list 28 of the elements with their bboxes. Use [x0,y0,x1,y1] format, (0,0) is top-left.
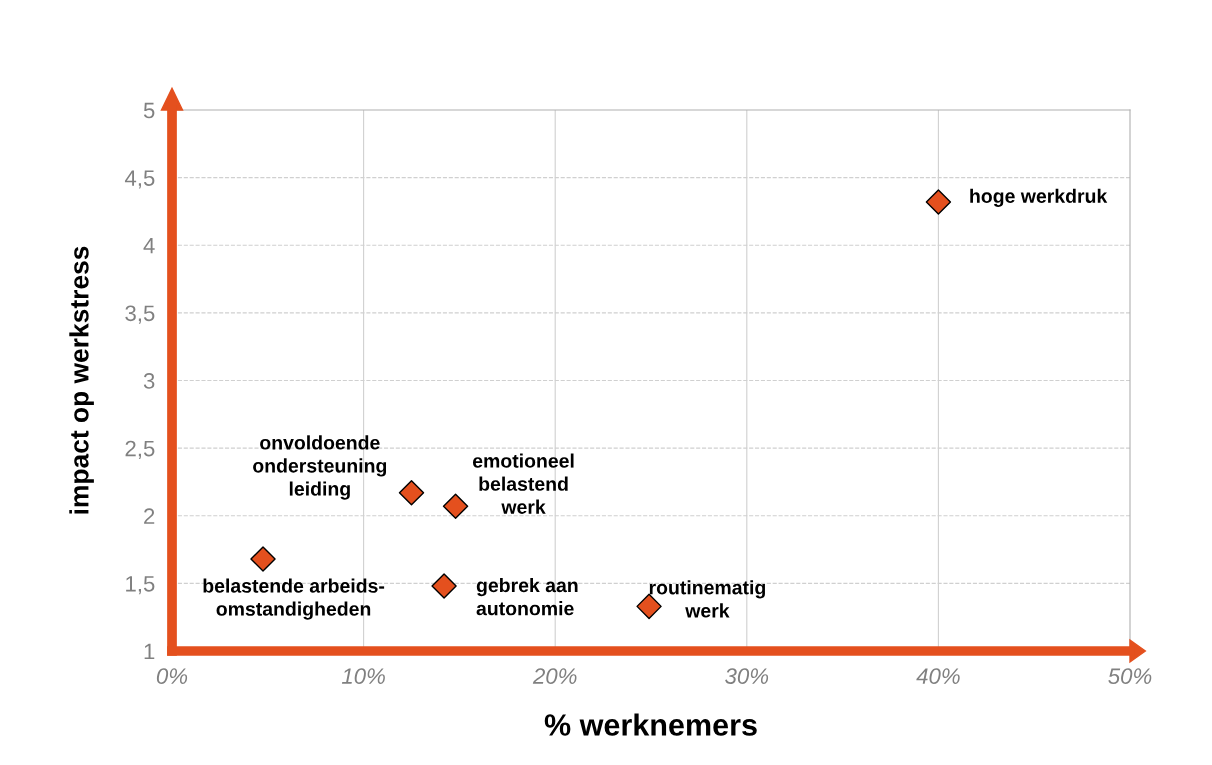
annotation: routinematig werk [649,580,765,618]
point [250,546,276,572]
x-tick-label: 40% [916,668,960,684]
y-tick-label: 1,5 [126,576,155,595]
point [431,573,457,599]
point [442,493,469,520]
x-axis-title: % werknemers [544,713,757,736]
x-tick-label: 20% [532,668,577,684]
x-tick-label: 50% [1108,668,1152,684]
x-tick-label: 10% [341,668,385,684]
annotation: emotioneel belastend werk [472,453,574,514]
point [925,189,952,215]
y-tick-label: 4 [143,238,155,254]
y-tick-label: 3 [143,373,155,389]
y-tick-label: 2 [144,508,155,524]
y-tick-label: 3,5 [125,305,155,324]
x-tick-label: 30% [725,668,769,684]
y-tick-label: 2,5 [125,440,155,460]
annotation: onvoldoende ondersteuning leiding [253,435,387,500]
y-tick-label: 5 [143,102,155,119]
annotation: hoge werkdruk [970,188,1108,207]
x-tick-label: 0% [156,668,188,684]
annotation: belastende arbeids- omstandigheden [203,578,385,620]
annotation: gebrek aan autonomie [476,577,578,616]
y-tick-label: 4,5 [124,170,155,189]
point [398,480,425,506]
y-tick-label: 1 [144,643,155,660]
y-axis-title: impact op werkstress [69,246,94,514]
